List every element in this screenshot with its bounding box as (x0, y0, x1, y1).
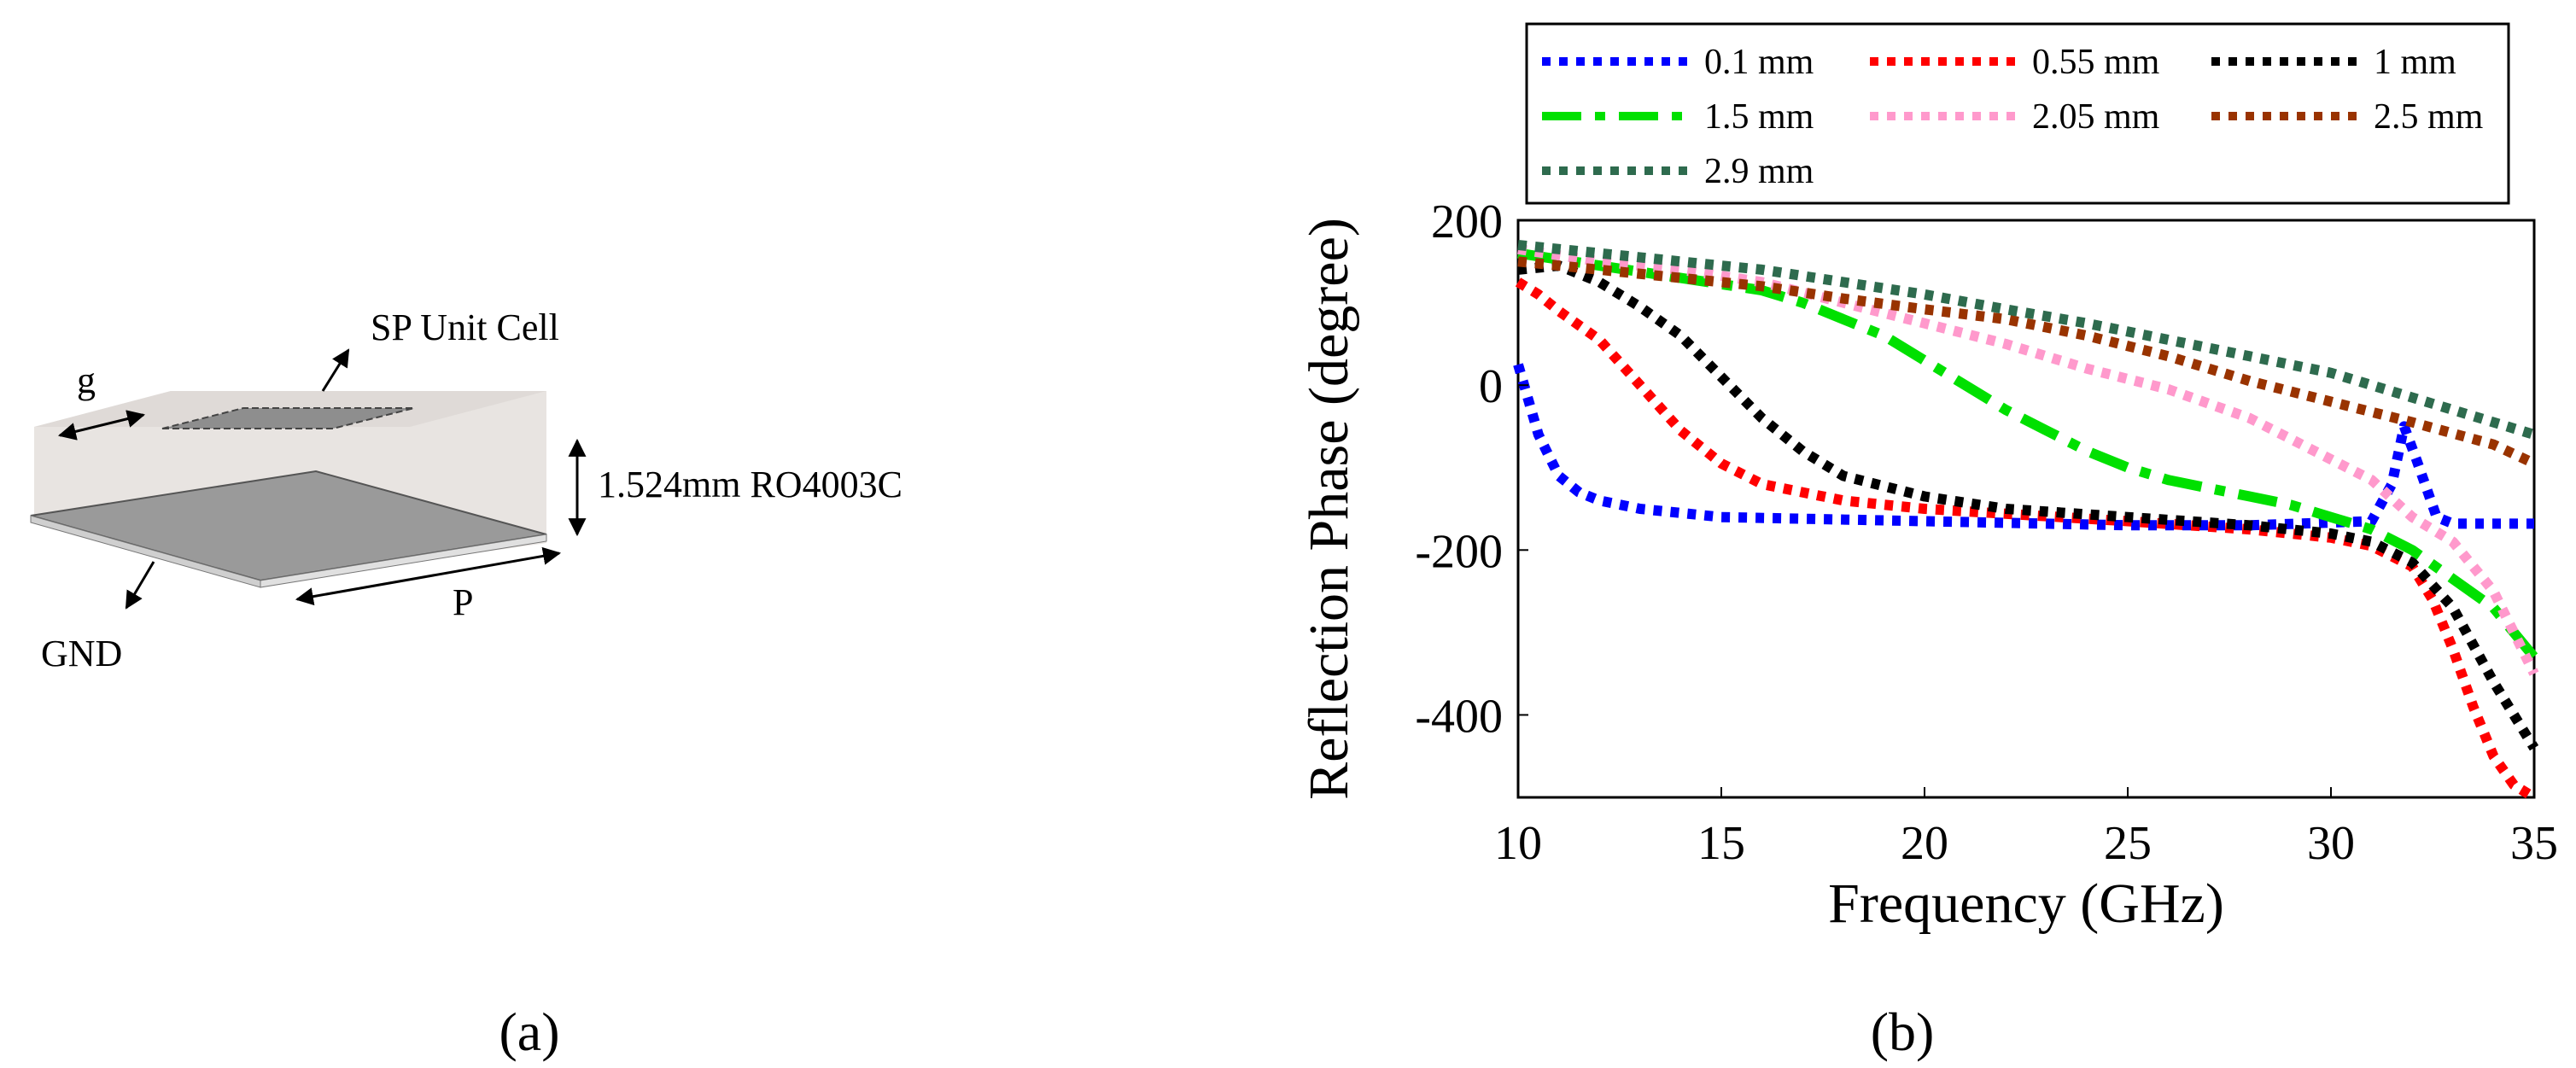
series-layer (1513, 240, 2539, 802)
y-tick-label-1: 200 (1431, 196, 1503, 248)
gap-label: g (77, 359, 96, 401)
y-tick-label-4: -400 (1415, 690, 1503, 743)
period-label: P (453, 581, 473, 623)
series-line-1 (1513, 363, 2534, 531)
gap-arrow (57, 410, 146, 441)
series-line-6 (1517, 256, 2537, 469)
period-arrow (295, 546, 562, 606)
x-tick-label-1: 10 (1494, 817, 1542, 870)
legend-label-3: 1 mm (2374, 43, 2456, 82)
substrate-label: 1.524mm RO4003C (598, 464, 902, 505)
unit-cell-arrow (321, 348, 350, 392)
gnd-arrow (125, 561, 155, 610)
gnd-label: GND (41, 633, 122, 674)
legend-label-5: 2.05 mm (2032, 97, 2160, 137)
caption-b: (b) (1871, 1001, 1935, 1062)
unit-cell-label: SP Unit Cell (371, 306, 559, 348)
x-tick-label-4: 25 (2104, 817, 2152, 870)
legend-label-6: 2.5 mm (2374, 97, 2484, 137)
sp-patch (161, 407, 415, 429)
chart: 10 15 20 25 30 35 200 0 -200 -400 Frequency (GHz)… (1298, 196, 2558, 935)
x-tick-label-5: 30 (2307, 817, 2355, 870)
unit-cell-diagram: SP Unit Cell g 1.524mm RO4003C GND P (30, 306, 902, 674)
x-axis-label: Frequency (GHz) (1828, 872, 2224, 935)
legend-label-1: 0.1 mm (1704, 43, 1814, 82)
legend-label-7: 2.9 mm (1704, 152, 1814, 191)
tick-layer: 10 15 20 25 30 35 200 0 -200 -400 (1415, 196, 2558, 870)
series-line-3 (1517, 260, 2539, 751)
y-axis-label: Reflection Phase (degree) (1298, 218, 1360, 800)
legend-box: 0.1 mm 0.55 mm 1 mm 1.5 mm 2.05 mm 2.5 mm 2.9 … (1525, 22, 2510, 205)
caption-a: (a) (499, 1001, 559, 1062)
legend-label-4: 1.5 mm (1704, 97, 1814, 137)
legend-items: 0.1 mm 0.55 mm 1 mm 1.5 mm 2.05 mm 2.5 mm 2.9 … (1542, 43, 2484, 191)
series-line-7 (1517, 240, 2536, 440)
legend-label-2: 0.55 mm (2032, 43, 2160, 82)
y-tick-label-3: -200 (1415, 525, 1503, 578)
x-tick-label-3: 20 (1901, 817, 1948, 870)
y-tick-label-2: 0 (1479, 360, 1503, 413)
series-line-5 (1517, 243, 2539, 676)
x-tick-label-6: 35 (2510, 817, 2558, 870)
x-tick-label-2: 15 (1697, 817, 1745, 870)
legend-frame (1525, 22, 2510, 205)
